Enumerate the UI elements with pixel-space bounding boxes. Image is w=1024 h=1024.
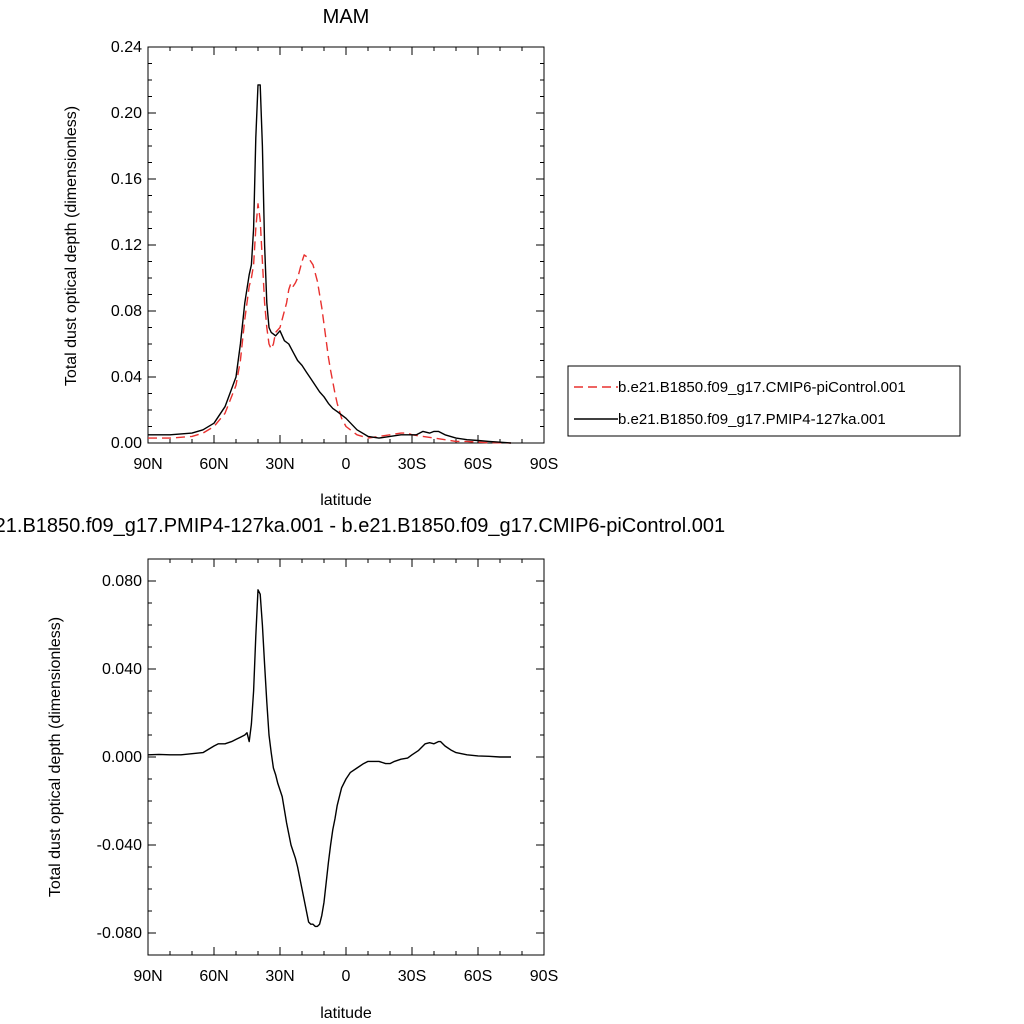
- top-chart-title: MAM: [323, 6, 370, 28]
- top-y-tick-label: 0.04: [111, 369, 142, 386]
- top-x-tick-label: 0: [342, 456, 351, 473]
- top-chart-xlabel: latitude: [320, 492, 372, 509]
- top-x-tick-label: 60N: [199, 456, 228, 473]
- top-chart-ylabel: Total dust optical depth (dimensionless): [63, 106, 80, 386]
- top-y-tick-label: 0.00: [111, 435, 142, 452]
- top-y-tick-label: 0.16: [111, 171, 142, 188]
- bottom-x-tick-label: 60N: [199, 968, 228, 985]
- top-chart-legend: b.e21.B1850.f09_g17.CMIP6-piControl.001 …: [567, 365, 961, 437]
- bottom-x-tick-label: 30N: [265, 968, 294, 985]
- bottom-x-tick-label: 0: [342, 968, 351, 985]
- top-x-tick-label: 30S: [398, 456, 426, 473]
- bottom-chart-title: b.e21.B1850.f09_g17.PMIP4-127ka.001 - b.…: [0, 515, 725, 537]
- bottom-chart-ylabel: Total dust optical depth (dimensionless): [47, 617, 64, 897]
- legend-frame: [567, 365, 961, 437]
- top-y-tick-label: 0.08: [111, 303, 142, 320]
- bottom-x-tick-label: 90S: [530, 968, 558, 985]
- bottom-plot-frame: [147, 558, 545, 956]
- bottom-plot-area: 90N 60N 30N 0 30S 60S 90S -0.080 -0.040 0.000 0.04…: [97, 558, 558, 985]
- top-plot-area: 90N 60N 30N 0 30S 60S 90S 0.00 0.04 0.08 0.12 0.16 0…: [111, 39, 558, 473]
- chart-bottom: b.e21.B1850.f09_g17.PMIP4-127ka.001 - b.…: [0, 515, 725, 1022]
- bottom-x-tick-label: 30S: [398, 968, 426, 985]
- legend-label-picontrol: b.e21.B1850.f09_g17.CMIP6-piControl.001: [618, 379, 906, 396]
- bottom-x-tick-label: 60S: [464, 968, 492, 985]
- bottom-chart-xlabel: latitude: [320, 1005, 372, 1022]
- bottom-y-tick-label: -0.080: [97, 925, 142, 942]
- top-x-tick-label: 60S: [464, 456, 492, 473]
- top-y-tick-label: 0.20: [111, 105, 142, 122]
- top-y-tick-label: 0.24: [111, 39, 142, 56]
- bottom-y-tick-label: 0.000: [102, 749, 142, 766]
- bottom-y-tick-label: -0.040: [97, 837, 142, 854]
- bottom-y-tick-label: 0.080: [102, 573, 142, 590]
- top-x-tick-label: 90S: [530, 456, 558, 473]
- top-series-line-0: [148, 203, 512, 444]
- bottom-y-tick-label: 0.040: [102, 661, 142, 678]
- top-x-tick-label: 90N: [133, 456, 162, 473]
- top-y-tick-label: 0.12: [111, 237, 142, 254]
- bottom-x-tick-label: 90N: [133, 968, 162, 985]
- top-series-line-1: [148, 84, 512, 444]
- legend-label-127ka: b.e21.B1850.f09_g17.PMIP4-127ka.001: [618, 411, 886, 428]
- bottom-series-line-0: [147, 589, 511, 928]
- top-plot-frame: [147, 46, 545, 444]
- top-x-tick-label: 30N: [265, 456, 294, 473]
- chart-top: MAM latitude Total dust optical depth (d…: [63, 6, 961, 509]
